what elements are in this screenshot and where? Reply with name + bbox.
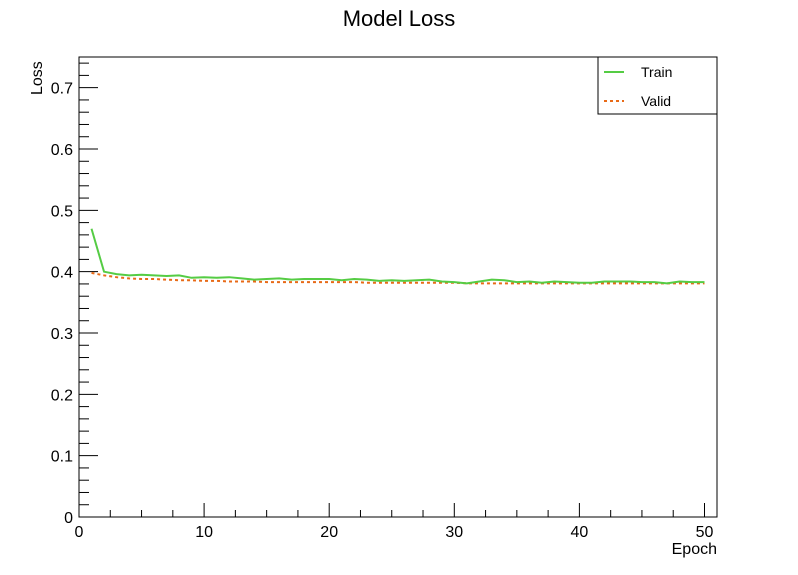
legend: Train Valid (597, 56, 718, 115)
series-line-train (90, 228, 705, 285)
legend-label-train: Train (641, 64, 672, 80)
y-tick-label: 0.2 (51, 387, 73, 404)
x-axis-title: Epoch (672, 541, 717, 558)
x-tick-label: 30 (445, 524, 463, 541)
series-line-valid (91, 271, 705, 285)
legend-label-valid: Valid (641, 93, 671, 109)
plot-frame (78, 56, 718, 518)
x-axis: 0 10 20 30 40 50 (75, 503, 714, 541)
x-tick-label: 10 (195, 524, 213, 541)
y-tick-label: 0 (64, 510, 73, 527)
y-tick-label: 0.3 (51, 326, 73, 343)
y-axis-title: Loss (29, 61, 46, 95)
y-tick-label: 0.4 (51, 265, 73, 282)
y-axis: 0 0.1 0.2 0.3 0.4 0.5 0.6 0.7 (51, 62, 98, 527)
y-tick-label: 0.5 (51, 203, 73, 220)
y-tick-label: 0.7 (51, 81, 73, 98)
x-tick-label: 50 (696, 524, 714, 541)
series-layer (90, 228, 705, 285)
y-tick-label: 0.6 (51, 142, 73, 159)
x-tick-label: 0 (75, 524, 84, 541)
legend-box (597, 56, 718, 115)
x-tick-label: 40 (570, 524, 588, 541)
x-tick-label: 20 (320, 524, 338, 541)
y-tick-label: 0.1 (51, 449, 73, 466)
chart-title: Model Loss (343, 6, 456, 31)
